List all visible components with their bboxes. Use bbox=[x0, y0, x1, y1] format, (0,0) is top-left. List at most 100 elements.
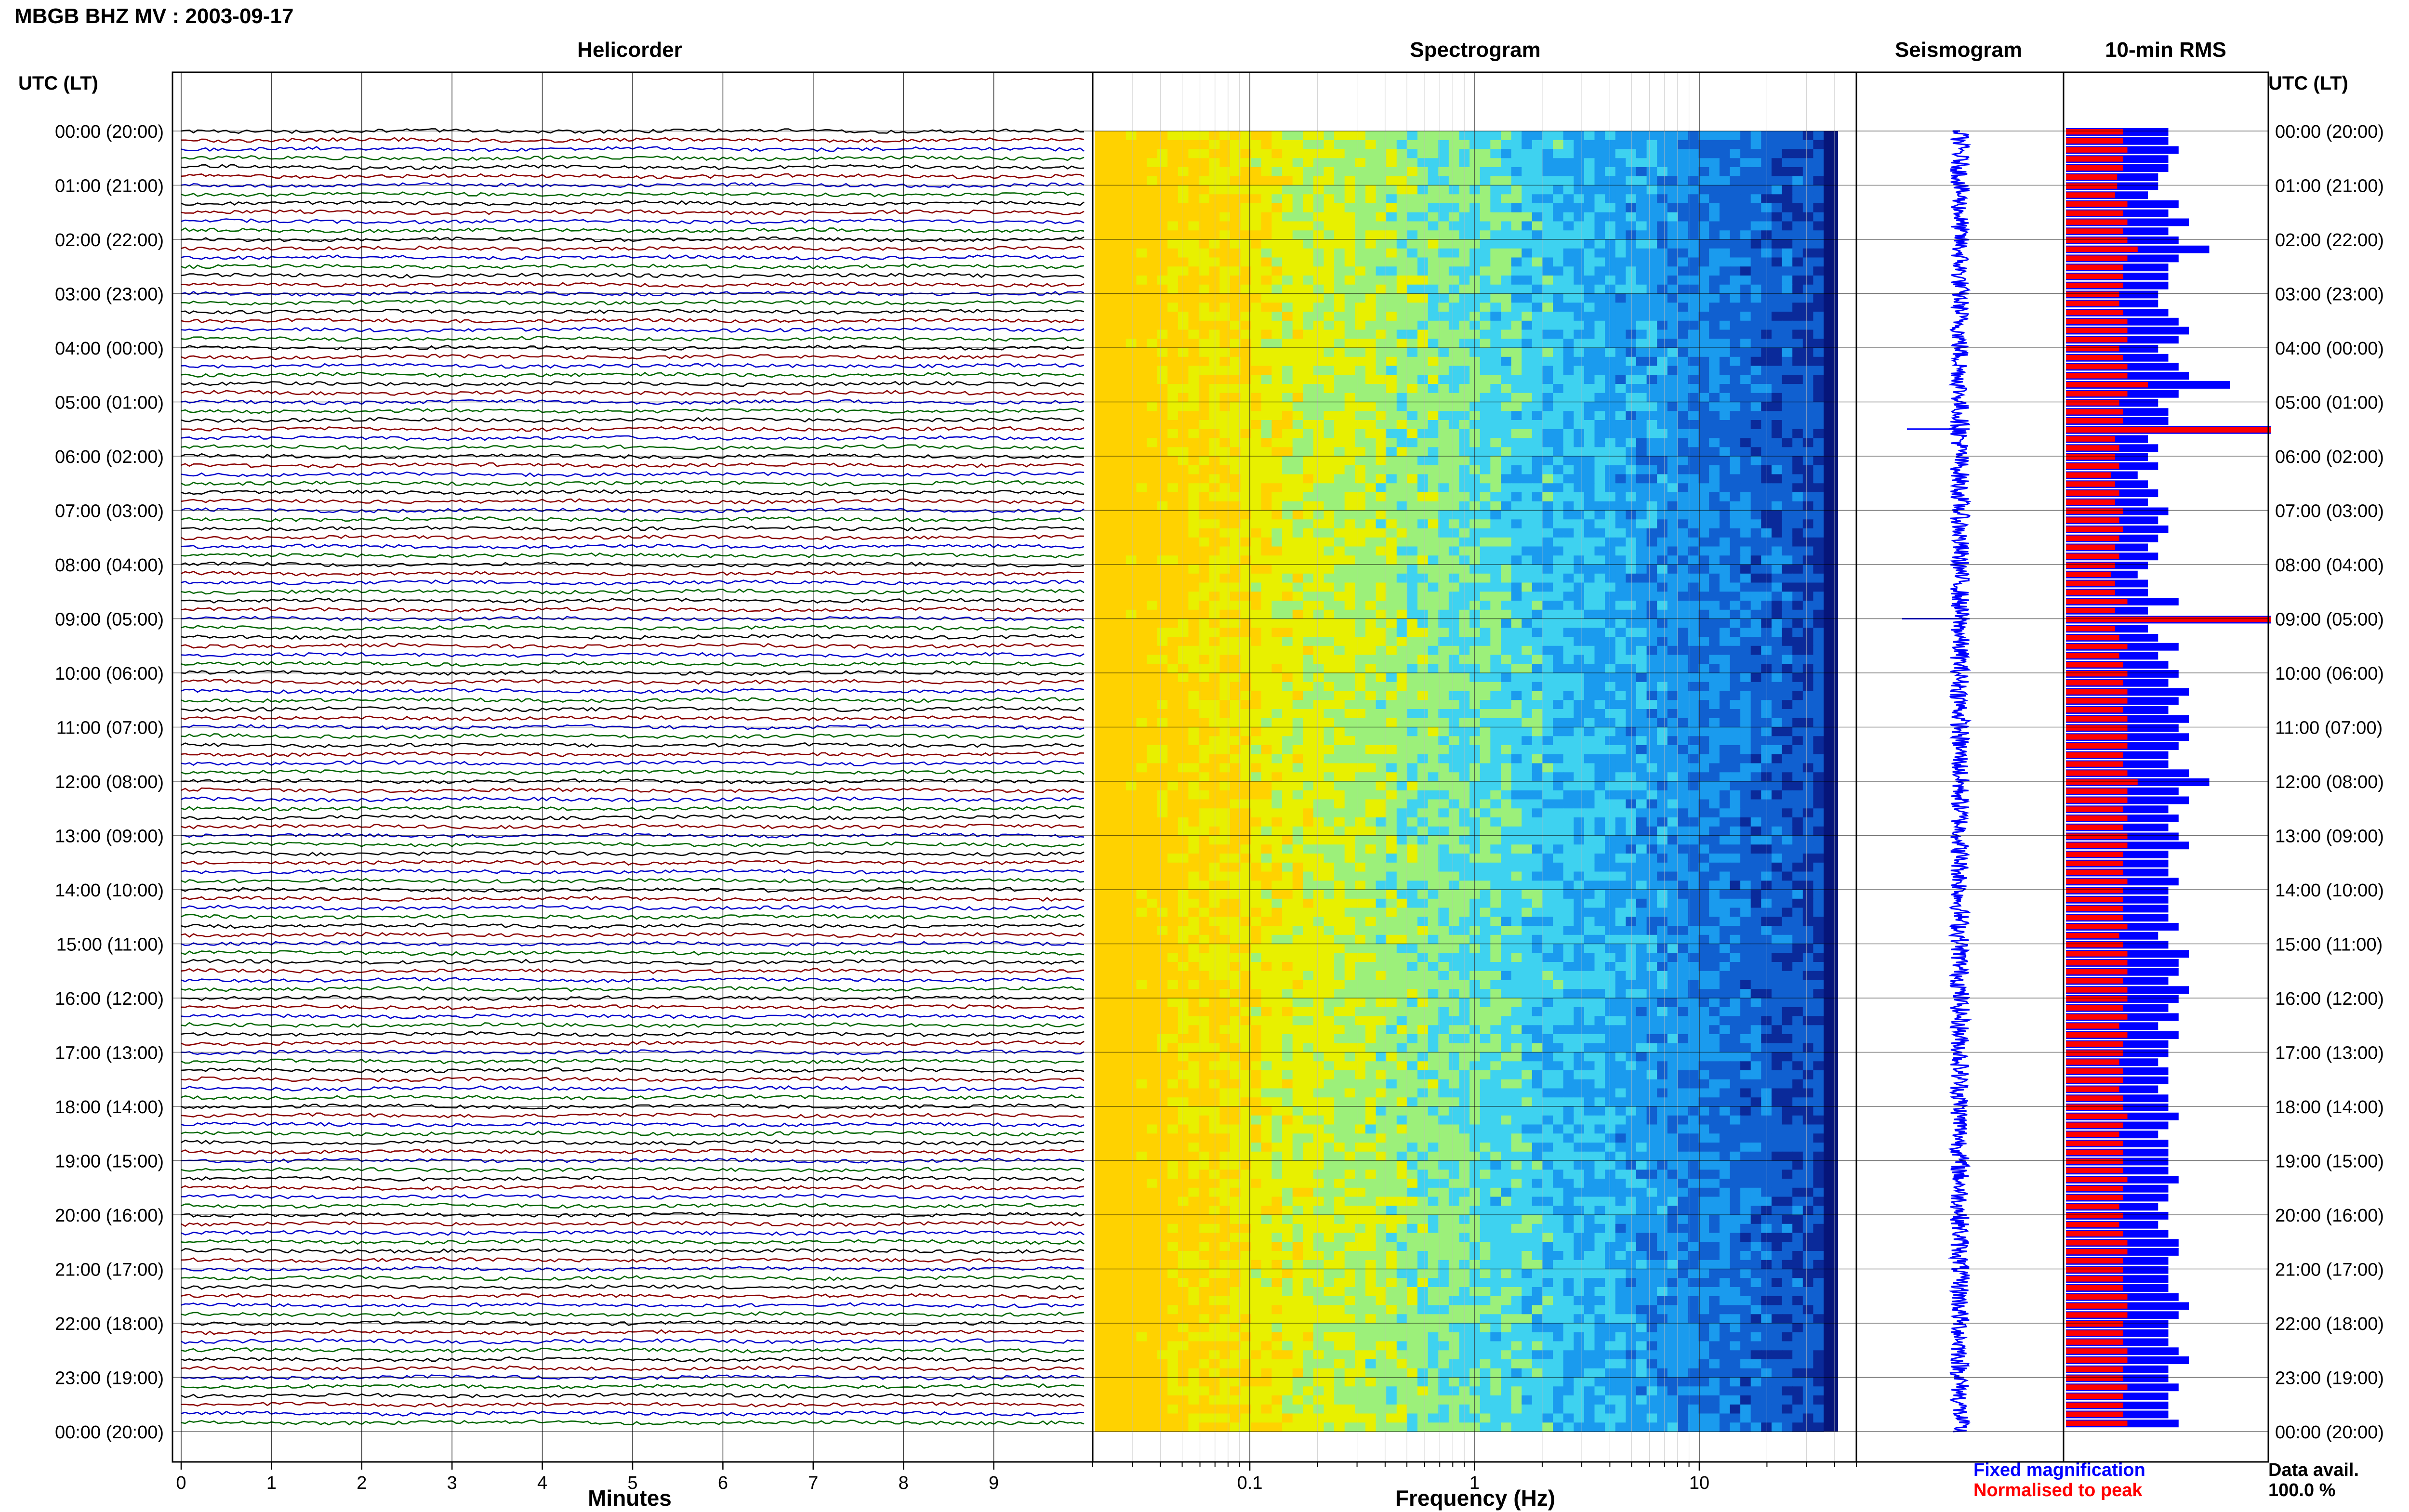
spectrogram-cell bbox=[1740, 312, 1751, 321]
spectrogram-cell bbox=[1251, 645, 1262, 656]
spectrogram-cell bbox=[1761, 411, 1772, 421]
spectrogram-cell bbox=[1750, 673, 1762, 683]
spectrogram-cell bbox=[1125, 366, 1137, 375]
spectrogram-cell bbox=[1584, 167, 1595, 177]
spectrogram-cell bbox=[1417, 230, 1429, 240]
spectrogram-cell bbox=[1698, 465, 1710, 475]
spectrogram-cell bbox=[1553, 573, 1564, 583]
spectrogram-cell bbox=[1792, 203, 1803, 213]
spectrogram-cell bbox=[1709, 673, 1720, 683]
spectrogram-cell bbox=[1782, 745, 1793, 755]
spectrogram-cell bbox=[1240, 447, 1252, 457]
spectrogram-cell bbox=[1417, 565, 1429, 574]
spectrogram-cell bbox=[1240, 438, 1252, 447]
spectrogram-cell bbox=[1115, 609, 1126, 619]
spectrogram-cell bbox=[1157, 501, 1168, 511]
spectrogram-cell bbox=[1605, 167, 1616, 177]
spectrogram-cell bbox=[1178, 248, 1189, 258]
spectrogram-cell bbox=[1199, 429, 1210, 439]
spectrogram-cell bbox=[1667, 266, 1679, 276]
spectrogram-cell bbox=[1219, 257, 1231, 267]
spectrogram-cell bbox=[1115, 185, 1126, 195]
spectrogram-cell bbox=[1417, 375, 1429, 384]
spectrogram-cell bbox=[1501, 438, 1512, 447]
spectrogram-cell bbox=[1719, 411, 1731, 421]
spectrogram-cell bbox=[1334, 257, 1345, 267]
spectrogram-cell bbox=[1386, 682, 1397, 692]
spectrogram-cell bbox=[1303, 329, 1314, 339]
spectrogram-cell bbox=[1376, 465, 1387, 475]
spectrogram-cell bbox=[1448, 402, 1460, 411]
spectrogram-cell bbox=[1199, 736, 1210, 746]
spectrogram-cell bbox=[1761, 592, 1772, 601]
spectrogram-cell bbox=[1646, 402, 1658, 411]
spectrogram-cell bbox=[1313, 519, 1324, 529]
spectrogram-cell bbox=[1303, 637, 1314, 646]
spectrogram-cell bbox=[1178, 492, 1189, 502]
spectrogram-cell bbox=[1782, 312, 1793, 321]
spectrogram-cell bbox=[1355, 221, 1366, 231]
spectrogram-cell bbox=[1761, 492, 1772, 502]
spectrogram-cell bbox=[1761, 140, 1772, 150]
spectrogram-cell bbox=[1730, 537, 1741, 547]
spectrogram-cell bbox=[1792, 248, 1803, 258]
spectrogram-cell bbox=[1719, 366, 1731, 375]
spectrogram-cell bbox=[1105, 329, 1116, 339]
spectrogram-cell bbox=[1271, 537, 1283, 547]
spectrogram-cell bbox=[1646, 565, 1658, 574]
spectrogram-cell bbox=[1178, 420, 1189, 430]
spectrogram-cell bbox=[1813, 618, 1824, 628]
spectrogram-cell bbox=[1678, 763, 1689, 773]
spectrogram-cell bbox=[1157, 158, 1168, 168]
spectrogram-cell bbox=[1522, 565, 1533, 574]
spectrogram-cell bbox=[1095, 501, 1106, 511]
spectrogram-cell bbox=[1605, 582, 1616, 592]
spectrogram-cell bbox=[1219, 582, 1231, 592]
spectrogram-cell bbox=[1563, 293, 1575, 303]
spectrogram-cell bbox=[1605, 239, 1616, 249]
spectrogram-cell bbox=[1782, 465, 1793, 475]
spectrogram-cell bbox=[1584, 402, 1595, 411]
spectrogram-cell bbox=[1355, 727, 1366, 736]
spectrogram-cell bbox=[1813, 257, 1824, 267]
spectrogram-cell bbox=[1324, 618, 1335, 628]
spectrogram-cell bbox=[1532, 312, 1543, 321]
spectrogram-cell bbox=[1428, 565, 1439, 574]
spectrogram-cell bbox=[1344, 601, 1356, 610]
spectrogram-cell bbox=[1553, 592, 1564, 601]
spectrogram-cell bbox=[1771, 320, 1783, 330]
spectrogram-cell bbox=[1511, 763, 1522, 773]
spectrogram-cell bbox=[1365, 673, 1377, 683]
spectrogram-cell bbox=[1313, 420, 1324, 430]
spectrogram-cell bbox=[1709, 727, 1720, 736]
spectrogram-x-axis-label: Frequency (Hz) bbox=[1395, 1486, 1555, 1511]
spectrogram-cell bbox=[1636, 592, 1647, 601]
spectrogram-cell bbox=[1782, 691, 1793, 700]
spectrogram-cell bbox=[1636, 456, 1647, 466]
spectrogram-cell bbox=[1136, 411, 1148, 421]
spectrogram-cell bbox=[1802, 348, 1814, 357]
spectrogram-cell bbox=[1782, 447, 1793, 457]
spectrogram-cell bbox=[1813, 456, 1824, 466]
spectrogram-cell bbox=[1115, 257, 1126, 267]
spectrogram-cell bbox=[1646, 375, 1658, 384]
spectrogram-cell bbox=[1292, 745, 1304, 755]
spectrogram-cell bbox=[1522, 393, 1533, 403]
spectrogram-cell bbox=[1396, 167, 1408, 177]
spectrogram-cell bbox=[1792, 483, 1803, 493]
spectrogram-cell bbox=[1761, 257, 1772, 267]
spectrogram-cell bbox=[1125, 212, 1137, 222]
spectrogram-cell bbox=[1626, 664, 1637, 673]
spectrogram-cell bbox=[1615, 284, 1627, 294]
spectrogram-cell bbox=[1636, 194, 1647, 204]
spectrogram-cell bbox=[1188, 465, 1200, 475]
spectrogram-cell bbox=[1230, 528, 1241, 538]
spectrogram-cell bbox=[1188, 384, 1200, 394]
spectrogram-cell bbox=[1438, 745, 1449, 755]
spectrogram-cell bbox=[1584, 492, 1595, 502]
spectrogram-cell bbox=[1428, 212, 1439, 222]
spectrogram-cell bbox=[1428, 664, 1439, 673]
spectrogram-cell bbox=[1188, 736, 1200, 746]
spectrogram-cell bbox=[1813, 266, 1824, 276]
spectrogram-cell bbox=[1219, 691, 1231, 700]
